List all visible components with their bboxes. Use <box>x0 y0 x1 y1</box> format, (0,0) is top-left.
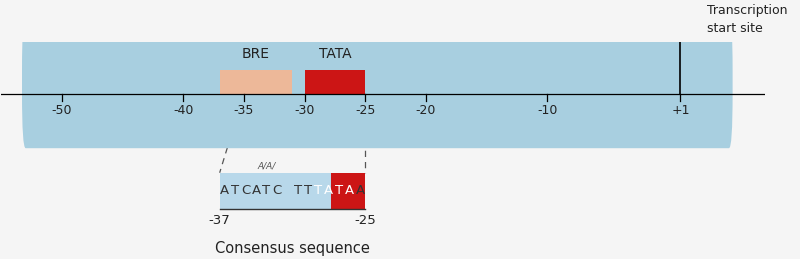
Text: -25: -25 <box>354 214 376 227</box>
FancyBboxPatch shape <box>22 16 733 148</box>
Bar <box>220 173 365 209</box>
Text: T: T <box>294 184 302 197</box>
Text: A: A <box>355 184 365 197</box>
Bar <box>331 173 365 209</box>
Text: -37: -37 <box>209 214 230 227</box>
Text: A: A <box>220 184 230 197</box>
Text: T: T <box>304 184 312 197</box>
Text: A/A/: A/A/ <box>258 162 275 171</box>
Text: TATA: TATA <box>318 47 351 61</box>
Text: +1: +1 <box>671 104 690 117</box>
Text: C: C <box>272 184 282 197</box>
Text: A: A <box>251 184 261 197</box>
Text: -10: -10 <box>537 104 558 117</box>
Text: BRE: BRE <box>242 47 270 61</box>
Bar <box>305 70 365 94</box>
Text: -40: -40 <box>173 104 194 117</box>
Bar <box>220 70 293 94</box>
Text: T: T <box>262 184 270 197</box>
Text: T: T <box>231 184 239 197</box>
Text: -35: -35 <box>234 104 254 117</box>
Text: A: A <box>345 184 354 197</box>
Text: C: C <box>241 184 250 197</box>
Text: A: A <box>324 184 334 197</box>
Text: Consensus sequence: Consensus sequence <box>215 241 370 256</box>
Text: -30: -30 <box>294 104 314 117</box>
Text: T: T <box>314 184 322 197</box>
Text: -20: -20 <box>416 104 436 117</box>
Text: -50: -50 <box>52 104 72 117</box>
Text: T: T <box>335 184 343 197</box>
Text: Transcription
start site: Transcription start site <box>707 4 788 35</box>
Text: -25: -25 <box>355 104 375 117</box>
